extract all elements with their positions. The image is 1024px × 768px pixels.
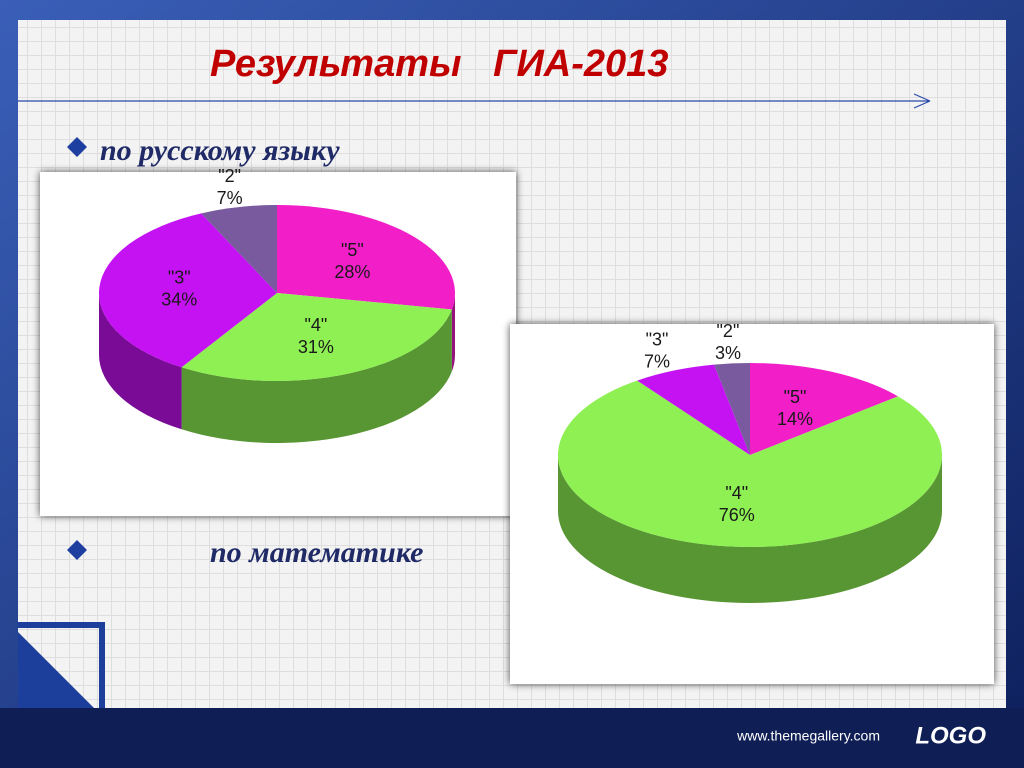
- slice-side: [558, 455, 942, 603]
- slice: [750, 363, 898, 455]
- slice-category-label: "5": [784, 387, 807, 407]
- footer-logo: LOGO: [915, 722, 986, 749]
- slice-category-label: "4": [725, 483, 748, 503]
- slice-category-label: "3": [646, 330, 669, 350]
- slice: [277, 205, 456, 310]
- bullet-icon: [67, 540, 87, 560]
- slice: [201, 205, 277, 293]
- slice-category-label: "2": [218, 166, 241, 186]
- slide-title: Результаты ГИА-2013: [210, 43, 668, 85]
- slice-value-label: 28%: [334, 262, 370, 282]
- slice: [181, 293, 452, 381]
- footer-bar: [0, 708, 1024, 768]
- slice-value-label: 7%: [217, 188, 243, 208]
- slice-side: [181, 309, 452, 444]
- slice: [637, 364, 750, 455]
- slice-category-label: "3": [168, 268, 191, 288]
- slice: [714, 363, 750, 455]
- bullet-text: по русскому языку: [100, 134, 340, 167]
- slice: [99, 213, 277, 368]
- slice-value-label: 31%: [298, 337, 334, 357]
- slice-value-label: 14%: [777, 409, 813, 429]
- footer-url: www.themegallery.com: [736, 728, 880, 744]
- title-rule: [18, 93, 931, 109]
- bullet-icon: [67, 137, 87, 157]
- slice-category-label: "2": [717, 321, 740, 341]
- slice: [558, 380, 942, 548]
- bullet-text: по математике: [210, 536, 423, 569]
- slice-side: [451, 293, 455, 372]
- charts: "5"28%"4"31%"3"34%"2"7%"5"14%"4"76%"3"7%…: [99, 166, 942, 603]
- slice-side: [99, 293, 182, 430]
- slice-category-label: "4": [304, 315, 327, 335]
- corner-decoration: [18, 622, 105, 708]
- slice-value-label: 76%: [719, 505, 755, 525]
- slice-value-label: 7%: [644, 352, 670, 372]
- slice-value-label: 3%: [715, 343, 741, 363]
- corner-triangle: [18, 632, 94, 708]
- slice-category-label: "5": [341, 240, 364, 260]
- slice-value-label: 34%: [161, 290, 197, 310]
